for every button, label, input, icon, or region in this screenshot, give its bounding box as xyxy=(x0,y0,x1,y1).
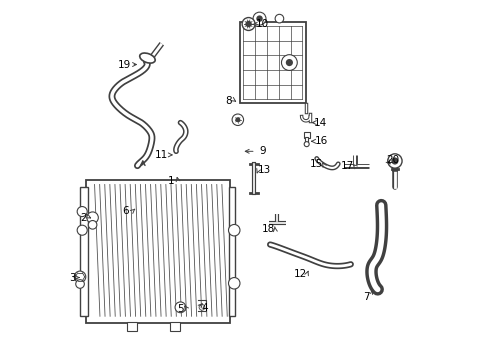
Circle shape xyxy=(275,14,284,23)
Text: 9: 9 xyxy=(259,146,266,156)
Circle shape xyxy=(77,225,87,235)
Text: 12: 12 xyxy=(294,269,307,279)
Circle shape xyxy=(175,302,186,313)
Text: 13: 13 xyxy=(258,165,271,175)
Text: 10: 10 xyxy=(256,19,269,30)
Circle shape xyxy=(199,305,205,310)
Text: 16: 16 xyxy=(315,136,328,146)
Text: 11: 11 xyxy=(155,150,169,160)
Circle shape xyxy=(74,271,86,283)
Circle shape xyxy=(87,212,98,224)
Circle shape xyxy=(304,141,309,147)
Text: 5: 5 xyxy=(177,304,184,314)
Bar xyxy=(240,22,306,103)
Bar xyxy=(304,132,310,138)
Text: 2: 2 xyxy=(80,213,87,222)
Circle shape xyxy=(256,15,263,22)
Bar xyxy=(80,187,88,316)
Text: 6: 6 xyxy=(122,206,129,216)
Circle shape xyxy=(245,21,252,27)
Circle shape xyxy=(228,278,240,289)
Circle shape xyxy=(281,55,297,71)
Circle shape xyxy=(88,221,97,229)
Text: 15: 15 xyxy=(310,159,323,169)
Text: 18: 18 xyxy=(262,225,275,234)
Text: 17: 17 xyxy=(342,161,355,171)
Text: 20: 20 xyxy=(386,154,399,165)
Circle shape xyxy=(228,225,240,236)
Bar xyxy=(126,322,137,331)
Bar xyxy=(228,187,235,316)
Circle shape xyxy=(77,207,87,217)
Bar xyxy=(170,322,180,331)
Circle shape xyxy=(235,117,240,122)
Circle shape xyxy=(392,157,398,165)
Text: 14: 14 xyxy=(314,118,327,128)
Text: 1: 1 xyxy=(168,176,175,186)
Circle shape xyxy=(232,114,244,126)
Text: 4: 4 xyxy=(201,303,208,313)
Text: 19: 19 xyxy=(118,59,131,69)
Text: 3: 3 xyxy=(69,273,75,283)
Bar xyxy=(87,180,230,323)
Text: 7: 7 xyxy=(363,292,369,302)
Circle shape xyxy=(242,18,255,31)
Ellipse shape xyxy=(140,53,155,63)
Circle shape xyxy=(388,154,402,168)
Circle shape xyxy=(76,280,84,288)
Text: 8: 8 xyxy=(225,96,232,106)
Bar xyxy=(305,137,309,143)
Circle shape xyxy=(253,12,266,25)
Circle shape xyxy=(286,59,293,66)
